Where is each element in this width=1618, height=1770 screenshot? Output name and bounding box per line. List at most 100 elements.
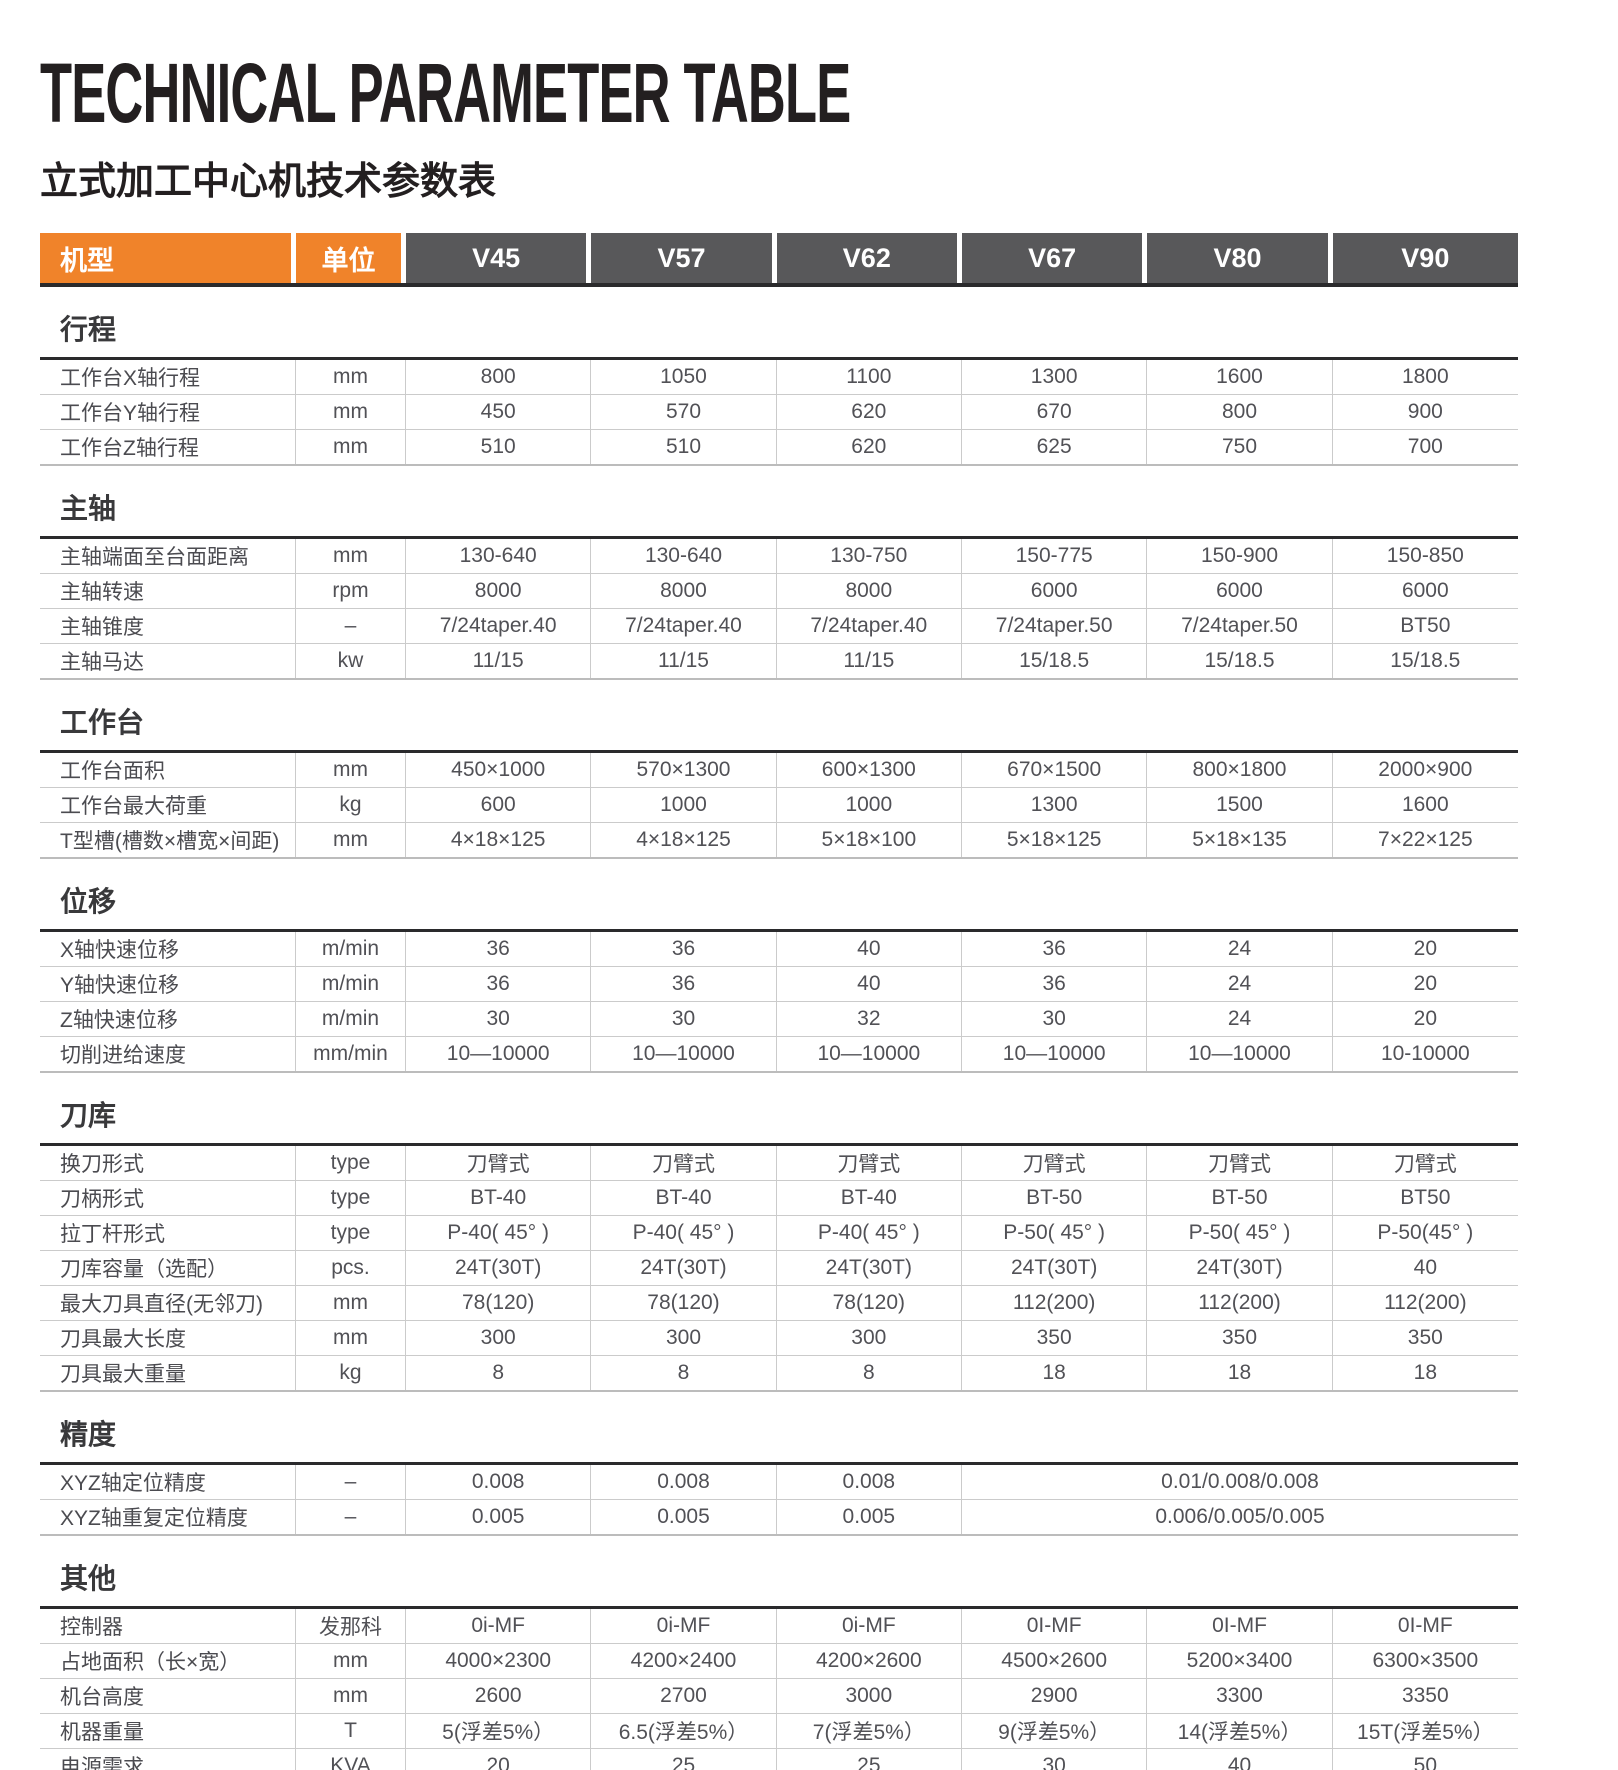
row-value: 15/18.5	[1147, 644, 1333, 678]
row-value: 1600	[1147, 360, 1333, 394]
row-unit: mm	[296, 1679, 406, 1713]
row-value: 130-750	[777, 539, 962, 573]
row-value: 8000	[591, 574, 777, 608]
table-row: XYZ轴重复定位精度 –0.005 0.005 0.005 0.006/0.005/0.…	[40, 1499, 1518, 1536]
row-label: 工作台Z轴行程	[40, 430, 296, 464]
row-unit: mm	[296, 1286, 406, 1320]
row-value: 800×1800	[1147, 753, 1333, 787]
page-content: TECHNICAL PARAMETER TABLE 立式加工中心机技术参数表 机…	[40, 0, 1518, 1770]
row-value: 450×1000	[406, 753, 592, 787]
row-value: 1600	[1401, 793, 1449, 816]
row-value: 6000	[962, 574, 1148, 608]
row-value: 刀臂式	[777, 1146, 962, 1180]
row-label: 工作台X轴行程	[40, 360, 296, 394]
section-title: 主轴	[60, 493, 117, 524]
row-unit: pcs.	[296, 1251, 406, 1285]
row-value: 112(200)	[1384, 1291, 1467, 1314]
row-value: BT-40	[591, 1181, 777, 1215]
row-value: 24	[1147, 967, 1333, 1001]
row-value: 11/15	[591, 644, 777, 678]
row-value: 570×1300	[591, 753, 777, 787]
row-value: 0.008	[591, 1465, 777, 1499]
row-value: 130-640	[406, 539, 592, 573]
row-label: 换刀形式	[40, 1146, 296, 1180]
row-value: 3350	[1401, 1684, 1449, 1707]
table-section: 刀库 换刀形式 type 刀臂式 刀臂式 刀臂式 刀臂式 刀臂式 刀臂式 刀柄形式 type BT-4…	[40, 1073, 1518, 1392]
row-value: 78(120)	[406, 1286, 592, 1320]
row-value: 78(120)	[777, 1286, 962, 1320]
page-title: TECHNICAL PARAMETER TABLE	[40, 45, 851, 141]
table-row: T型槽(槽数×槽宽×间距) mm 4×18×125 4×18×125 5×18×100 5…	[40, 822, 1518, 859]
row-value: 20	[1413, 1007, 1437, 1030]
header-col-v90: V90	[1332, 233, 1518, 283]
row-label: XYZ轴重复定位精度	[40, 1500, 296, 1534]
row-value: 36	[962, 967, 1148, 1001]
row-label: 工作台Y轴行程	[40, 395, 296, 429]
row-unit: mm	[296, 823, 406, 857]
row-value: P-40( 45° )	[406, 1216, 592, 1250]
row-value: 40	[1147, 1749, 1333, 1770]
row-value: 50	[1413, 1754, 1437, 1770]
row-value: 0.005	[777, 1500, 962, 1534]
row-value-merged: 0.006/0.005/0.005	[1155, 1505, 1325, 1528]
row-unit: kg	[296, 788, 406, 822]
row-value: 6000	[1401, 579, 1449, 602]
row-value: 7/24taper.40	[406, 609, 592, 643]
row-value: 7/24taper.40	[591, 609, 777, 643]
row-value: 600×1300	[777, 753, 962, 787]
header-col-v57: V57	[591, 233, 777, 283]
table-body: 行程 工作台X轴行程 mm 800 1050 1100 1300 1600 1800 工作台Y轴行…	[40, 287, 1518, 1770]
table-row: 电源需求 KVA 20 25 25 30 40 50	[40, 1748, 1518, 1770]
row-value: 510	[406, 430, 592, 464]
row-value: 36	[406, 967, 592, 1001]
row-value: 24	[1147, 932, 1333, 966]
table-section: 行程 工作台X轴行程 mm 800 1050 1100 1300 1600 1800 工作台Y轴行…	[40, 287, 1518, 466]
header-col-v80: V80	[1147, 233, 1333, 283]
table-row: 换刀形式 type 刀臂式 刀臂式 刀臂式 刀臂式 刀臂式 刀臂式	[40, 1146, 1518, 1180]
row-unit: mm	[296, 395, 406, 429]
row-value: 24T(30T)	[591, 1251, 777, 1285]
row-value: 350	[1147, 1321, 1333, 1355]
row-unit: mm	[296, 1321, 406, 1355]
row-value: 625	[962, 430, 1148, 464]
row-value: 350	[1407, 1326, 1443, 1349]
row-unit: –	[296, 1465, 406, 1499]
row-value: P-50(45° )	[1377, 1221, 1474, 1244]
table-row: 工作台Y轴行程 mm 450 570 620 670 800 900	[40, 394, 1518, 429]
section-title: 行程	[60, 314, 117, 345]
row-value: 7/24taper.50	[962, 609, 1148, 643]
row-value: 620	[777, 395, 962, 429]
row-label: Z轴快速位移	[40, 1002, 296, 1036]
table-row: 刀库容量（选配） pcs. 24T(30T) 24T(30T) 24T(30T) 24T(…	[40, 1250, 1518, 1285]
row-value: 0I-MF	[1147, 1609, 1333, 1643]
row-value: 450	[406, 395, 592, 429]
row-value: 40	[777, 967, 962, 1001]
row-value: P-40( 45° )	[591, 1216, 777, 1250]
row-value: 18	[962, 1356, 1148, 1390]
row-unit: type	[296, 1216, 406, 1250]
row-value: 1300	[962, 360, 1148, 394]
row-value: 24T(30T)	[406, 1251, 592, 1285]
row-value: 2600	[406, 1679, 592, 1713]
row-value: 10—10000	[777, 1037, 962, 1071]
header-col-v67: V67	[961, 233, 1148, 283]
row-label: 电源需求	[40, 1749, 296, 1770]
header-model-label: 机型	[40, 233, 296, 283]
row-value: 0.005	[591, 1500, 777, 1534]
section-rule	[40, 750, 1518, 753]
row-value: 150-775	[962, 539, 1148, 573]
row-value: 1500	[1147, 788, 1333, 822]
row-value: P-40( 45° )	[777, 1216, 962, 1250]
row-value: 4×18×125	[406, 823, 592, 857]
row-value: 1300	[962, 788, 1148, 822]
row-value: 0I-MF	[1397, 1614, 1453, 1637]
row-value: 18	[1413, 1361, 1437, 1384]
row-label: 占地面积（长×宽）	[40, 1644, 296, 1678]
row-value: 24T(30T)	[962, 1251, 1148, 1285]
row-value: 700	[1407, 435, 1443, 458]
row-label: 主轴端面至台面距离	[40, 539, 296, 573]
row-unit: KVA	[296, 1749, 406, 1770]
table-row: 最大刀具直径(无邻刀) mm 78(120) 78(120) 78(120) 112(20…	[40, 1285, 1518, 1320]
row-value: 570	[591, 395, 777, 429]
row-value: 4000×2300	[406, 1644, 592, 1678]
